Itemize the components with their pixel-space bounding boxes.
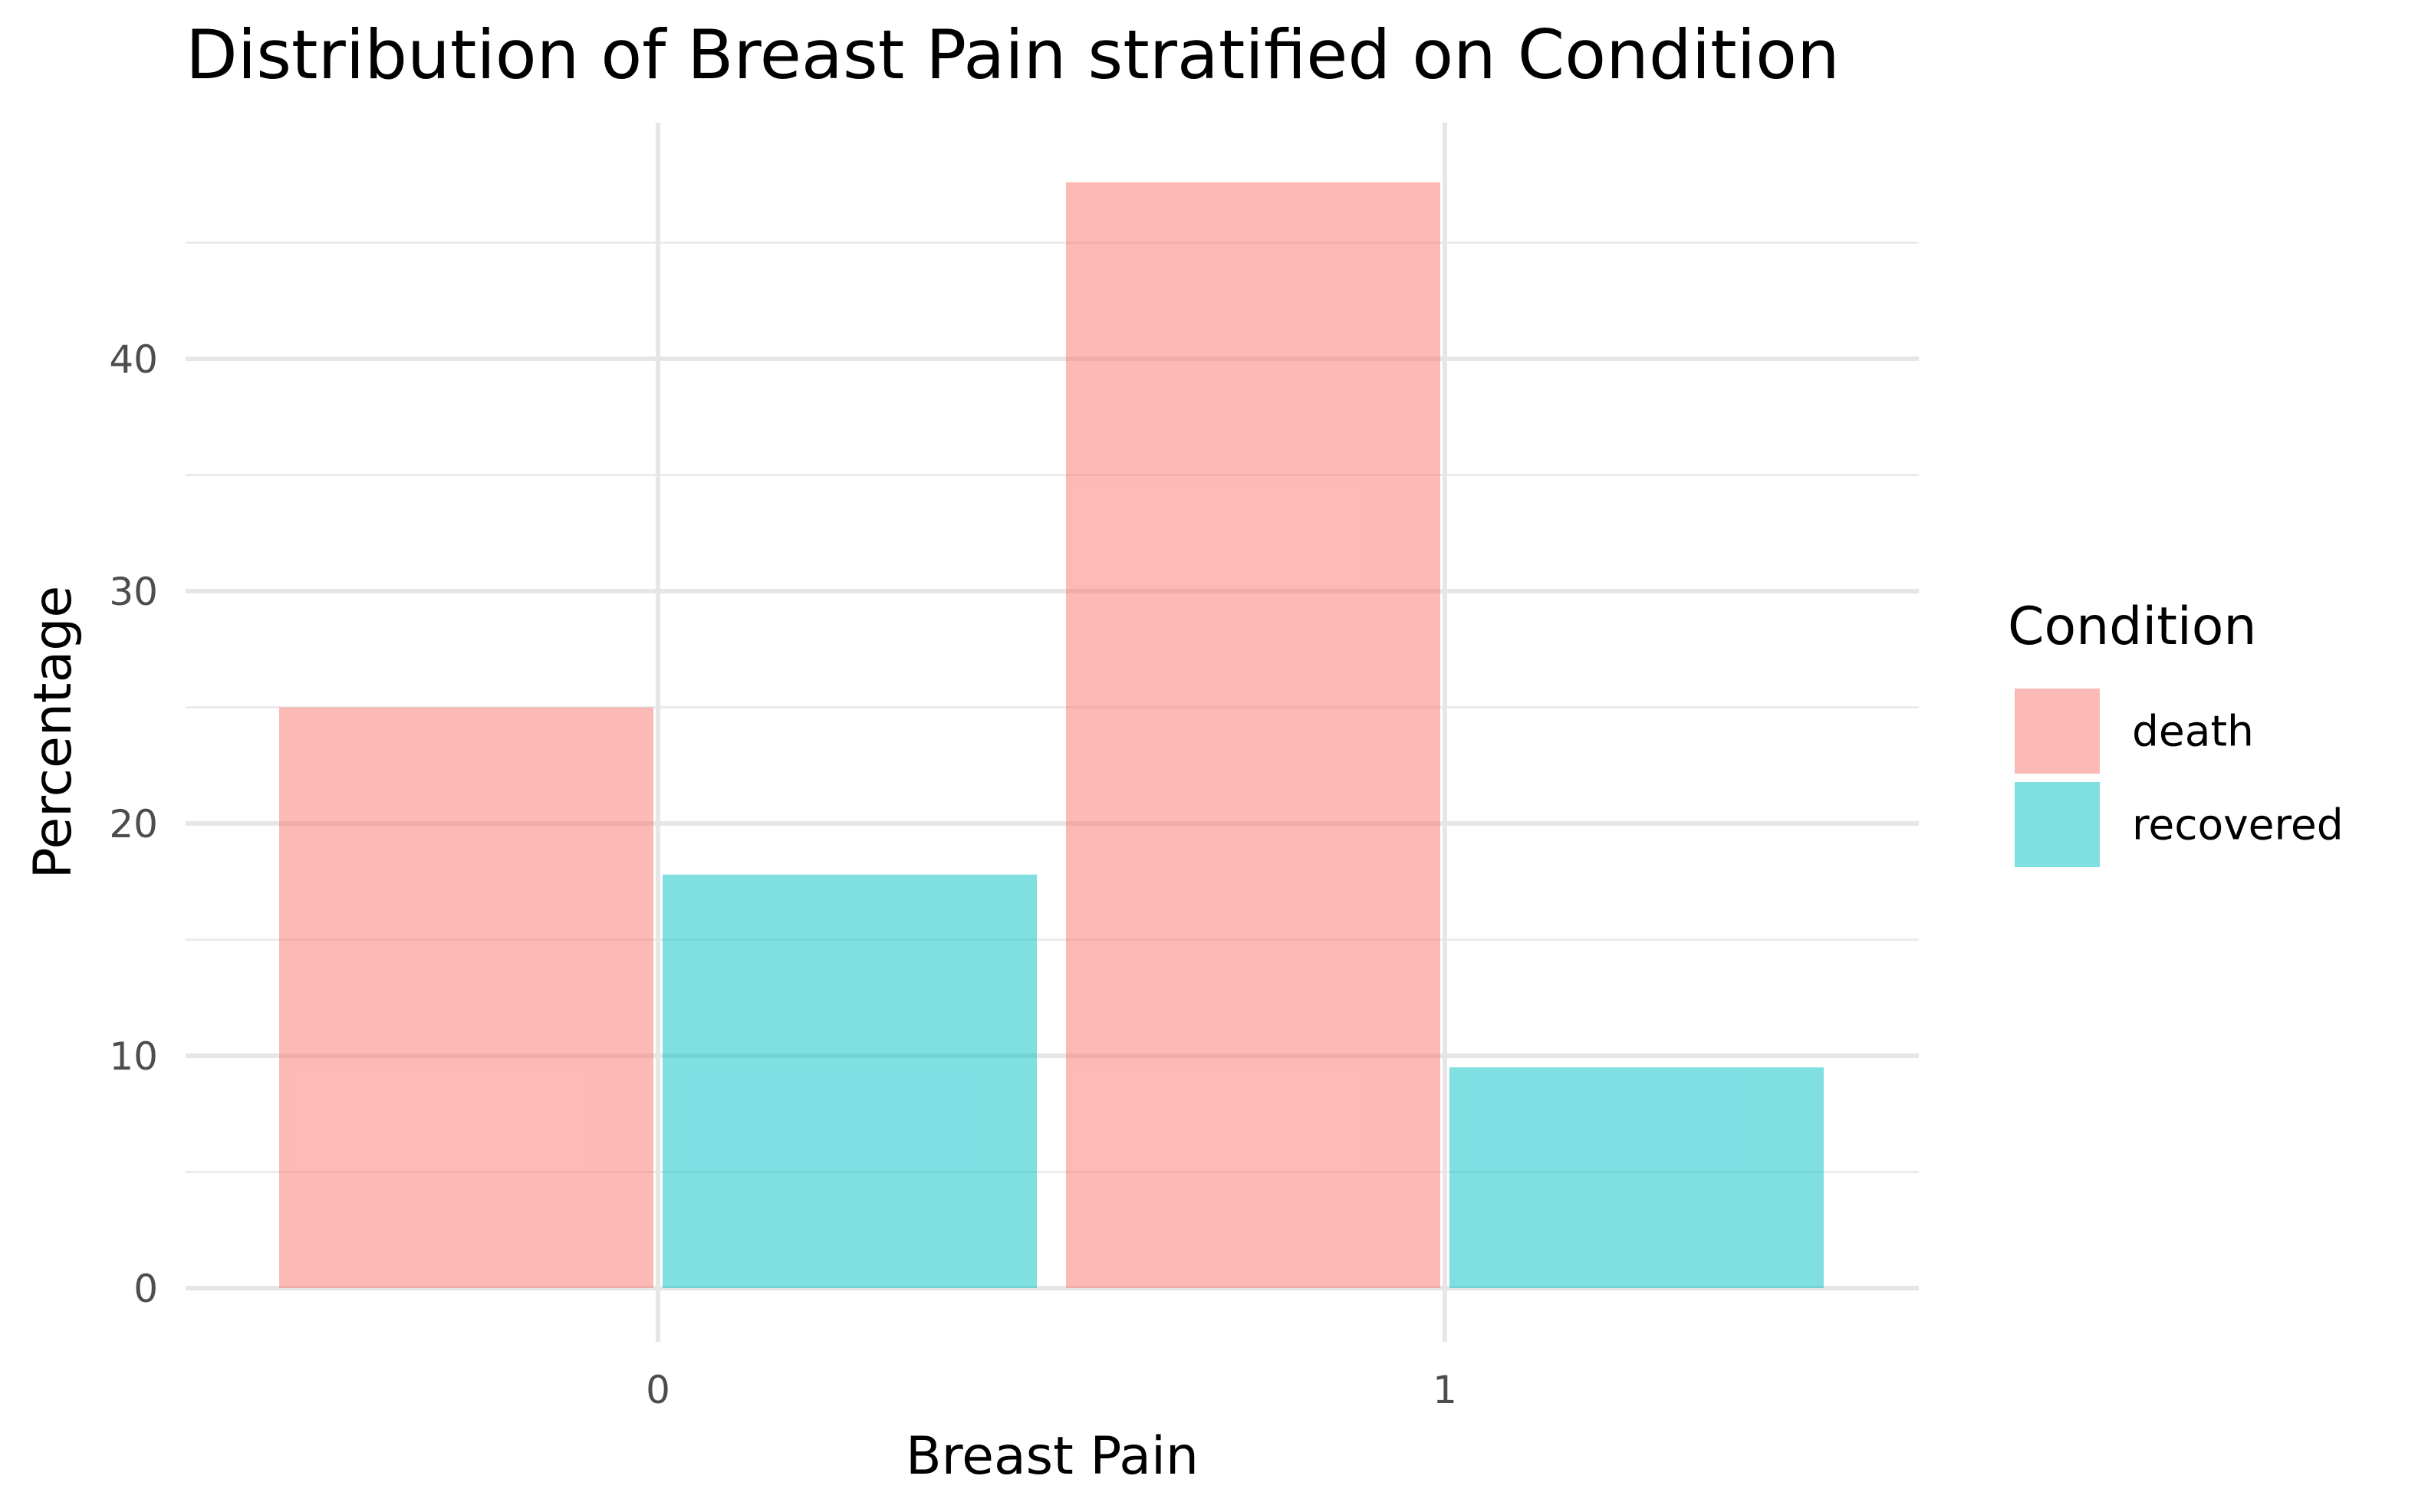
bars — [279, 182, 1824, 1289]
bar-recovered-1 — [1449, 1067, 1824, 1288]
x-tick-label: 1 — [1433, 1368, 1457, 1412]
legend-label-death: death — [2132, 707, 2254, 756]
y-tick-label: 40 — [109, 337, 158, 382]
y-tick-label: 10 — [109, 1034, 158, 1079]
legend: Condition death recovered — [2008, 597, 2344, 867]
legend-items: death recovered — [2015, 689, 2344, 867]
chart-title: Distribution of Breast Pain stratified o… — [186, 15, 1840, 94]
y-tick-label: 20 — [109, 802, 158, 846]
bar-recovered-0 — [663, 874, 1037, 1288]
y-tick-label: 30 — [109, 570, 158, 614]
y-axis-title: Percentage — [23, 586, 84, 879]
legend-label-recovered: recovered — [2132, 800, 2344, 850]
bar-death-0 — [279, 707, 653, 1288]
y-tick-label: 0 — [133, 1267, 158, 1311]
y-axis-tick-labels: 0 10 20 30 40 — [109, 337, 158, 1311]
bar-death-1 — [1066, 182, 1440, 1289]
legend-key-death — [2015, 689, 2100, 774]
legend-key-recovered — [2015, 782, 2100, 867]
x-tick-label: 0 — [646, 1368, 670, 1412]
legend-title: Condition — [2008, 597, 2257, 657]
x-axis-title: Breast Pain — [906, 1426, 1199, 1487]
